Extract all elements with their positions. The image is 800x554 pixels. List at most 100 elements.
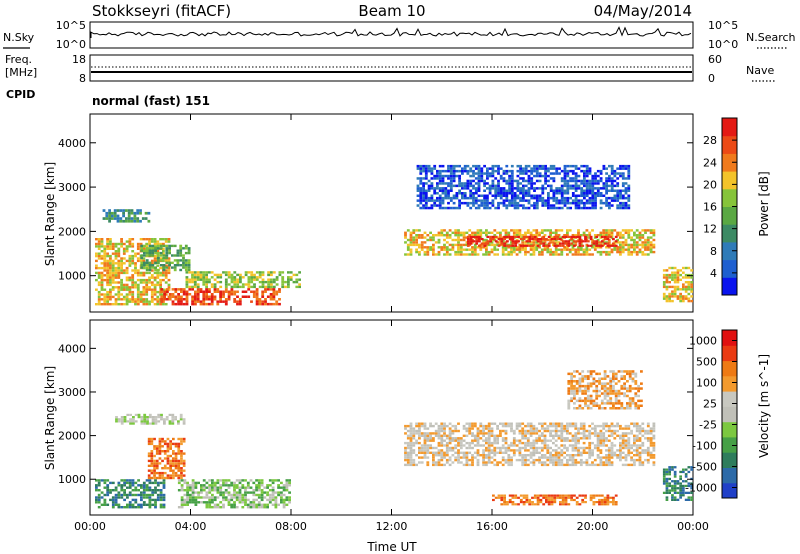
- echo-cell: [148, 238, 151, 241]
- echo-cell: [613, 169, 617, 173]
- echo-cell: [612, 377, 615, 380]
- echo-cell: [258, 302, 262, 306]
- echo-cell: [591, 174, 595, 178]
- echo-cell: [595, 384, 599, 388]
- echo-cell: [186, 481, 189, 485]
- echo-cell: [560, 424, 564, 428]
- echo-cell: [97, 496, 101, 499]
- echo-cell: [621, 206, 625, 210]
- echo-cell: [162, 484, 166, 487]
- echo-cell: [233, 491, 236, 494]
- echo-cell: [646, 253, 650, 256]
- echo-cell: [478, 244, 481, 247]
- echo-cell: [510, 169, 514, 173]
- echo-cell: [179, 244, 183, 248]
- echo-cell: [143, 422, 147, 425]
- echo-cell: [165, 249, 169, 252]
- echo-cell: [516, 201, 520, 205]
- echo-cell: [451, 429, 455, 433]
- echo-cell: [560, 250, 564, 254]
- echo-cell: [140, 491, 143, 494]
- echo-cell: [131, 479, 135, 482]
- echo-cell: [465, 429, 469, 433]
- echo-cell: [605, 199, 608, 202]
- echo-cell: [159, 264, 163, 267]
- echo-cell: [100, 293, 104, 296]
- echo-cell: [574, 461, 578, 464]
- echo-cell: [614, 402, 618, 405]
- echo-cell: [117, 303, 121, 306]
- echo-cell: [235, 496, 239, 499]
- echo-cell: [526, 463, 530, 467]
- echo-cell: [596, 194, 600, 197]
- echo-cell: [530, 204, 534, 207]
- echo-cell: [599, 437, 603, 440]
- echo-cell: [122, 247, 126, 250]
- echo-cell: [644, 241, 647, 244]
- echo-cell: [455, 164, 459, 168]
- echo-cell: [147, 437, 151, 441]
- echo-cell: [624, 196, 628, 200]
- echo-cell: [120, 266, 123, 270]
- echo-cell: [558, 206, 561, 210]
- echo-cell: [426, 234, 430, 237]
- echo-cell: [106, 290, 109, 294]
- echo-cell: [148, 244, 152, 248]
- echo-cell: [208, 290, 211, 293]
- echo-cell: [125, 217, 128, 220]
- echo-cell: [169, 469, 172, 472]
- echo-cell: [490, 231, 494, 234]
- echo-cell: [621, 204, 625, 207]
- echo-cell: [252, 498, 256, 502]
- echo-cell: [449, 184, 453, 188]
- echo-cell: [171, 244, 174, 248]
- echo-cell: [671, 290, 674, 293]
- echo-cell: [219, 489, 223, 492]
- echo-cell: [148, 264, 152, 267]
- echo-cell: [423, 432, 427, 435]
- echo-cell: [475, 238, 479, 241]
- echo-cell: [155, 447, 159, 450]
- echo-cell: [496, 248, 499, 251]
- echo-cell: [487, 429, 491, 433]
- echo-cell: [599, 424, 603, 428]
- echo-cell: [185, 290, 189, 293]
- echo-cell: [185, 278, 189, 281]
- echo-cell: [594, 187, 597, 190]
- echo-cell: [501, 229, 505, 232]
- echo-cell: [610, 432, 614, 435]
- echo-cell: [437, 253, 441, 256]
- echo-cell: [598, 372, 601, 376]
- echo-cell: [602, 461, 606, 464]
- echo-cell: [109, 271, 112, 275]
- echo-cell: [635, 439, 639, 442]
- echo-cell: [488, 184, 492, 188]
- echo-cell: [624, 463, 628, 467]
- echo-cell: [194, 486, 198, 489]
- echo-cell: [147, 469, 151, 472]
- echo-cell: [569, 169, 572, 173]
- echo-cell: [151, 493, 155, 497]
- echo-cell: [485, 432, 488, 435]
- echo-cell: [626, 402, 629, 405]
- echo-cell: [216, 288, 220, 291]
- echo-cell: [230, 503, 234, 506]
- echo-cell: [125, 286, 129, 289]
- echo-cell: [616, 204, 620, 207]
- echo-cell: [634, 404, 638, 407]
- echo-cell: [261, 300, 265, 303]
- echo-cell: [449, 187, 453, 190]
- echo-cell: [591, 196, 595, 200]
- echo-cell: [114, 269, 118, 272]
- echo-cell: [457, 231, 460, 234]
- echo-cell: [136, 271, 140, 275]
- echo-cell: [97, 290, 101, 294]
- echo-cell: [429, 446, 432, 450]
- echo-cell: [619, 196, 622, 200]
- echo-cell: [211, 493, 214, 497]
- echo-cell: [524, 192, 528, 195]
- echo-cell: [272, 288, 276, 291]
- echo-cell: [588, 454, 592, 457]
- echo-cell: [579, 424, 583, 428]
- echo-cell: [609, 235, 613, 238]
